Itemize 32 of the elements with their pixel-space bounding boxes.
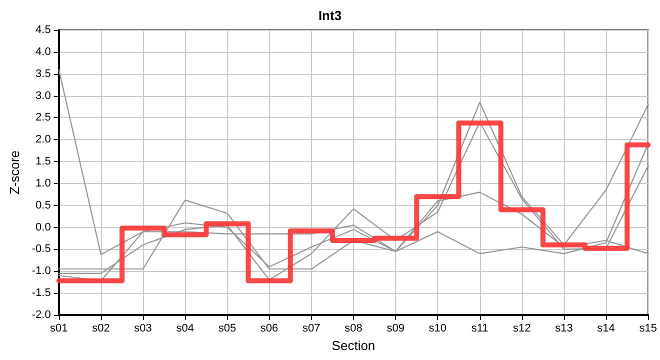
x-tick-label: s04	[176, 322, 194, 334]
x-tick-label: s14	[597, 322, 615, 334]
x-tick-label: s03	[134, 322, 152, 334]
x-tick-label: s06	[260, 322, 278, 334]
y-tick-label: -2.0	[32, 309, 51, 321]
y-axis-title: Z-score	[7, 150, 22, 195]
x-axis-title: Section	[332, 338, 376, 353]
x-tick-label: s08	[344, 322, 362, 334]
chart-title: Int3	[318, 8, 342, 23]
x-tick-label: s09	[386, 322, 404, 334]
y-tick-label: -1.0	[32, 265, 51, 278]
x-tick-label: s05	[218, 322, 236, 334]
x-tick-label: s11	[471, 322, 488, 334]
x-tick-label: s07	[302, 322, 320, 334]
x-tick-label: s12	[512, 322, 531, 334]
y-tick-label: 4.0	[36, 46, 51, 58]
y-tick-label: -0.5	[32, 243, 51, 256]
y-tick-label: 4.5	[36, 24, 51, 36]
y-tick-label: 0.5	[36, 199, 51, 212]
y-tick-label: -1.5	[32, 287, 51, 300]
x-tick-label: s02	[92, 322, 110, 334]
y-tick-label: 2.0	[36, 134, 51, 146]
x-tick-label: s01	[50, 322, 68, 334]
y-tick-label: 1.0	[36, 177, 51, 190]
y-tick-label: 2.5	[36, 112, 51, 124]
y-tick-label: 0.0	[36, 221, 51, 234]
x-tick-label: s10	[428, 322, 447, 334]
y-tick-label: 1.5	[36, 156, 51, 168]
y-tick-label: 3.5	[36, 68, 51, 80]
x-tick-label: s15	[639, 322, 658, 334]
y-tick-label: 3.0	[36, 90, 51, 102]
x-tick-label: s13	[555, 322, 573, 334]
